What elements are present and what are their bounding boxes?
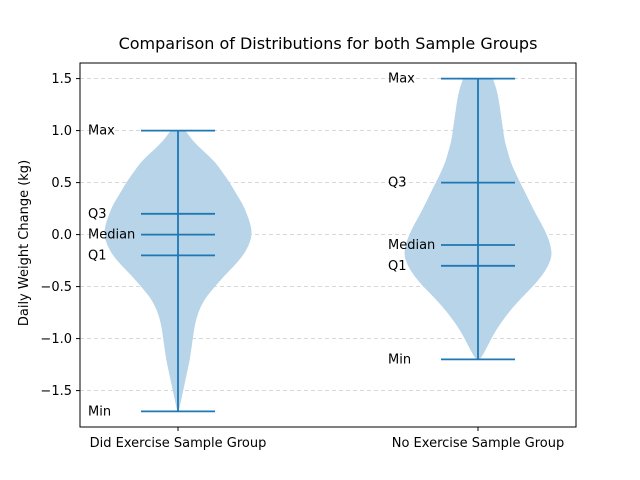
y-axis-ticks: 1.5 1.0 0.5 0.0 −0.5 −1.0 −1.5 [40,72,80,399]
median-label: Median [388,238,435,253]
y-tick-label: 1.5 [51,72,72,87]
y-tick-label: −1.5 [40,384,72,399]
min-label: Min [388,352,411,367]
x-axis-ticks: Did Exercise Sample Group No Exercise Sam… [90,427,565,451]
y-tick-label: 0.0 [51,228,72,243]
y-tick-label: −0.5 [40,280,72,295]
median-label: Median [88,228,135,243]
y-tick-label: 0.5 [51,176,72,191]
y-tick-label: 1.0 [51,124,72,139]
stat-labels: Max Q3 Median Q1 Min Max Q3 Median Q1 Min [88,72,435,420]
y-axis-label: Daily Weight Change (kg) [17,160,32,326]
q1-label: Q1 [88,248,107,263]
y-tick-label: −1.0 [40,332,72,347]
x-tick-label: No Exercise Sample Group [392,436,565,451]
min-label: Min [88,404,111,419]
q3-label: Q3 [388,176,407,191]
x-tick-label: Did Exercise Sample Group [90,436,267,451]
max-label: Max [88,124,115,139]
chart-title: Comparison of Distributions for both Sam… [119,34,538,53]
q3-label: Q3 [88,207,107,222]
stat-lines [141,77,515,413]
q1-label: Q1 [388,259,407,274]
plot-frame [79,62,577,428]
max-label: Max [388,72,415,87]
